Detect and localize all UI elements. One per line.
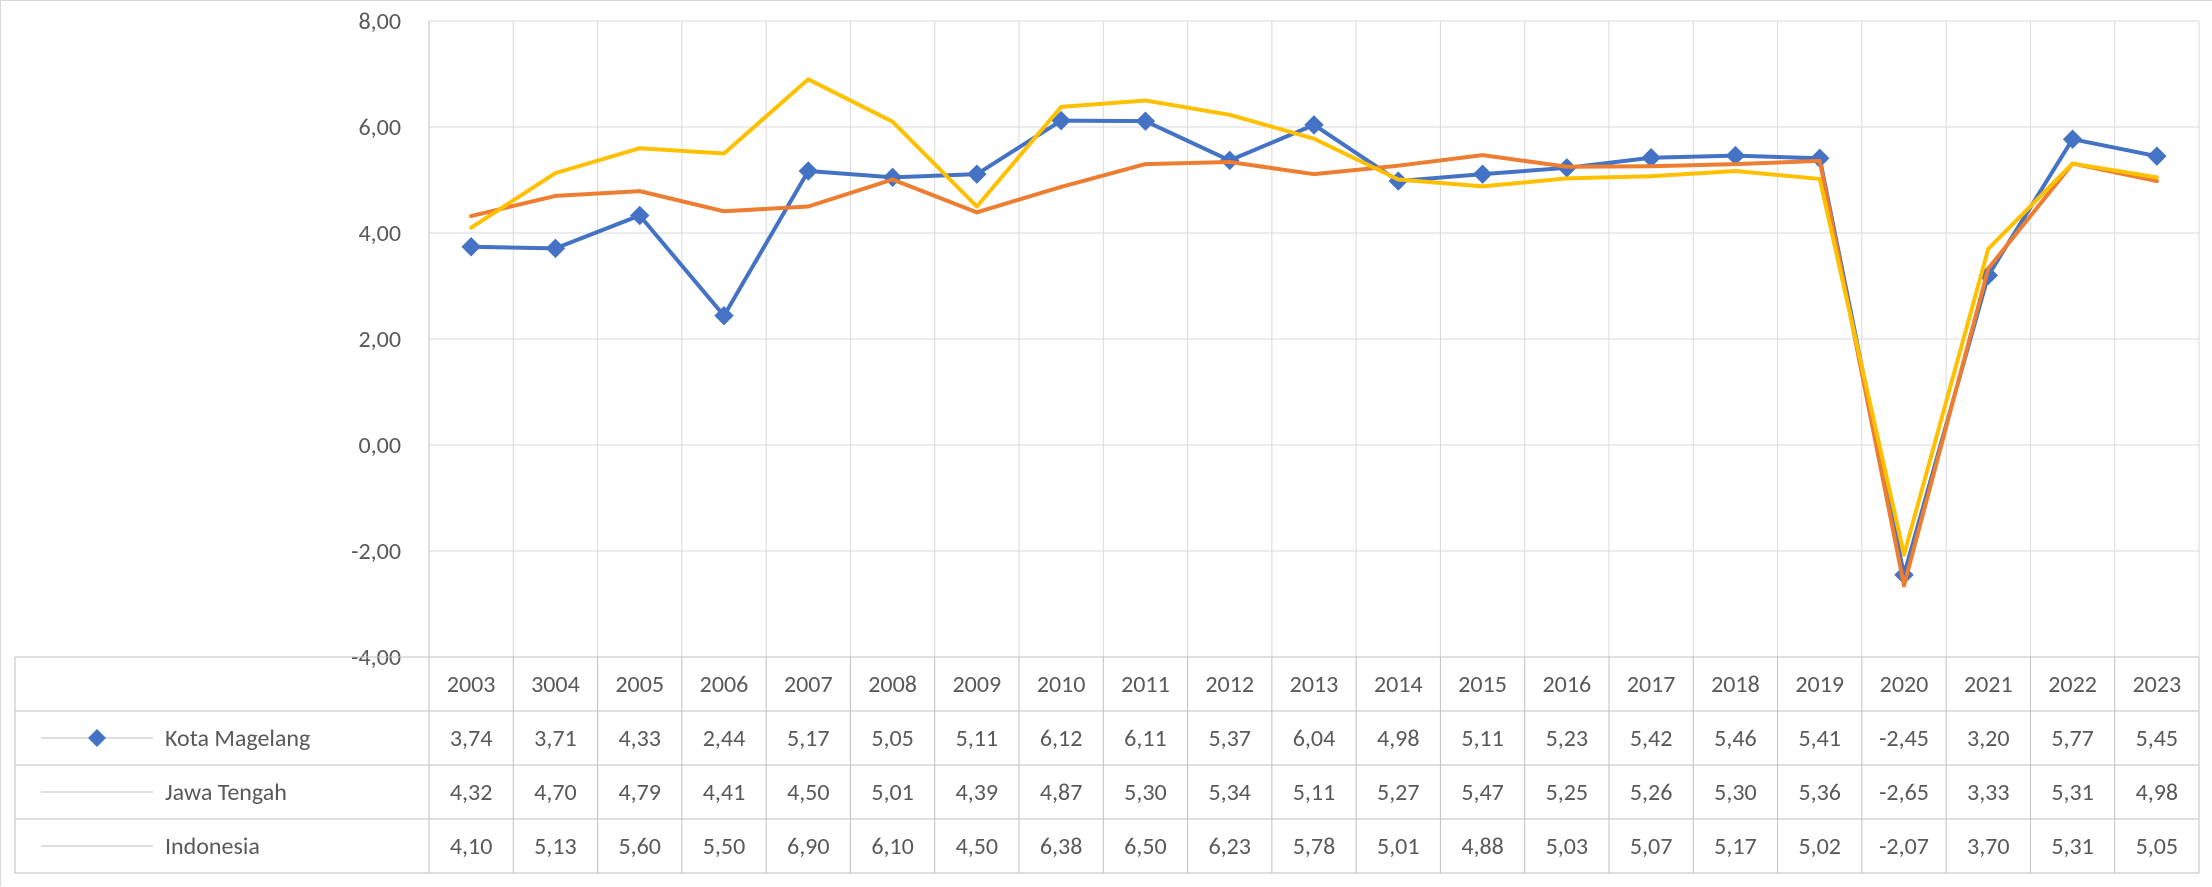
table-cell: 4,32 xyxy=(450,778,492,807)
table-cell: 4,50 xyxy=(956,832,998,861)
table-cell: 4,39 xyxy=(956,778,998,807)
category-label: 2020 xyxy=(1880,670,1929,699)
category-label: 3004 xyxy=(531,670,580,699)
table-cell: 5,30 xyxy=(1124,778,1166,807)
category-label: 2015 xyxy=(1458,670,1507,699)
category-label: 2013 xyxy=(1290,670,1339,699)
category-label: 2023 xyxy=(2133,670,2182,699)
category-label: 2017 xyxy=(1627,670,1676,699)
category-label: 2014 xyxy=(1374,670,1423,699)
table-cell: 3,20 xyxy=(1967,724,2009,753)
table-cell: 3,33 xyxy=(1967,778,2009,807)
table-cell: 5,46 xyxy=(1714,724,1756,753)
table-cell: 5,17 xyxy=(787,724,829,753)
table-cell: 6,04 xyxy=(1293,724,1335,753)
table-cell: 5,11 xyxy=(1293,778,1335,807)
table-cell: 4,70 xyxy=(534,778,576,807)
legend-label: Jawa Tengah xyxy=(165,778,287,807)
category-label: 2010 xyxy=(1037,670,1086,699)
table-cell: 6,50 xyxy=(1124,832,1166,861)
category-label: 2003 xyxy=(447,670,496,699)
category-label: 2008 xyxy=(868,670,917,699)
table-cell: -2,45 xyxy=(1879,724,1929,753)
category-label: 2019 xyxy=(1795,670,1844,699)
table-cell: 2,44 xyxy=(703,724,745,753)
y-tick-label: -2,00 xyxy=(351,537,401,566)
table-cell: 5,36 xyxy=(1798,778,1840,807)
table-cell: 5,34 xyxy=(1208,778,1250,807)
table-cell: 4,98 xyxy=(1377,724,1419,753)
table-cell: 5,41 xyxy=(1798,724,1840,753)
table-cell: 5,11 xyxy=(1461,724,1503,753)
table-cell: 5,02 xyxy=(1798,832,1840,861)
table-cell: 5,03 xyxy=(1546,832,1588,861)
category-label: 2005 xyxy=(615,670,664,699)
table-cell: 5,45 xyxy=(2136,724,2178,753)
table-cell: 5,31 xyxy=(2051,832,2093,861)
table-cell: 3,74 xyxy=(450,724,492,753)
category-label: 2011 xyxy=(1121,670,1170,699)
table-cell: 5,17 xyxy=(1714,832,1756,861)
table-cell: 5,77 xyxy=(2051,724,2093,753)
table-cell: 5,07 xyxy=(1630,832,1672,861)
table-cell: -2,65 xyxy=(1879,778,1929,807)
category-label: 2018 xyxy=(1711,670,1760,699)
category-label: 2007 xyxy=(784,670,833,699)
table-cell: 5,13 xyxy=(534,832,576,861)
table-cell: 4,10 xyxy=(450,832,492,861)
table-cell: 4,41 xyxy=(703,778,745,807)
legend-label: Indonesia xyxy=(165,832,260,861)
table-cell: 3,71 xyxy=(534,724,576,753)
table-cell: 5,26 xyxy=(1630,778,1672,807)
table-cell: 5,05 xyxy=(2136,832,2178,861)
table-cell: 5,30 xyxy=(1714,778,1756,807)
category-label: 2016 xyxy=(1543,670,1592,699)
table-cell: 4,50 xyxy=(787,778,829,807)
table-cell: 5,11 xyxy=(956,724,998,753)
table-cell: 6,10 xyxy=(871,832,913,861)
category-label: 2009 xyxy=(953,670,1002,699)
table-cell: 5,23 xyxy=(1546,724,1588,753)
table-cell: 4,88 xyxy=(1461,832,1503,861)
category-label: 2021 xyxy=(1964,670,2013,699)
table-cell: 5,50 xyxy=(703,832,745,861)
line-chart: -4,00-2,000,002,004,006,008,002003300420… xyxy=(1,1,2212,887)
table-cell: 4,79 xyxy=(618,778,660,807)
table-cell: 5,25 xyxy=(1546,778,1588,807)
y-tick-label: 2,00 xyxy=(359,325,401,354)
y-tick-label: 0,00 xyxy=(359,431,401,460)
legend-label: Kota Magelang xyxy=(165,724,310,753)
table-cell: 5,01 xyxy=(871,778,913,807)
table-cell: 5,42 xyxy=(1630,724,1672,753)
table-cell: 6,11 xyxy=(1124,724,1166,753)
table-cell: 5,31 xyxy=(2051,778,2093,807)
y-tick-label: 4,00 xyxy=(359,219,401,248)
table-cell: 5,47 xyxy=(1461,778,1503,807)
table-cell: 5,60 xyxy=(618,832,660,861)
category-label: 2006 xyxy=(700,670,749,699)
table-cell: 6,90 xyxy=(787,832,829,861)
table-cell: 6,38 xyxy=(1040,832,1082,861)
table-cell: 5,37 xyxy=(1208,724,1250,753)
table-cell: 5,27 xyxy=(1377,778,1419,807)
table-cell: 4,98 xyxy=(2136,778,2178,807)
category-label: 2012 xyxy=(1205,670,1254,699)
table-cell: 4,87 xyxy=(1040,778,1082,807)
table-cell: 5,78 xyxy=(1293,832,1335,861)
table-cell: 5,05 xyxy=(871,724,913,753)
table-cell: 6,23 xyxy=(1208,832,1250,861)
table-cell: 4,33 xyxy=(618,724,660,753)
y-tick-label: 8,00 xyxy=(359,7,401,36)
table-cell: -2,07 xyxy=(1879,832,1929,861)
table-cell: 5,01 xyxy=(1377,832,1419,861)
table-cell: 3,70 xyxy=(1967,832,2009,861)
category-label: 2022 xyxy=(2048,670,2097,699)
table-cell: 6,12 xyxy=(1040,724,1082,753)
y-tick-label: 6,00 xyxy=(359,113,401,142)
